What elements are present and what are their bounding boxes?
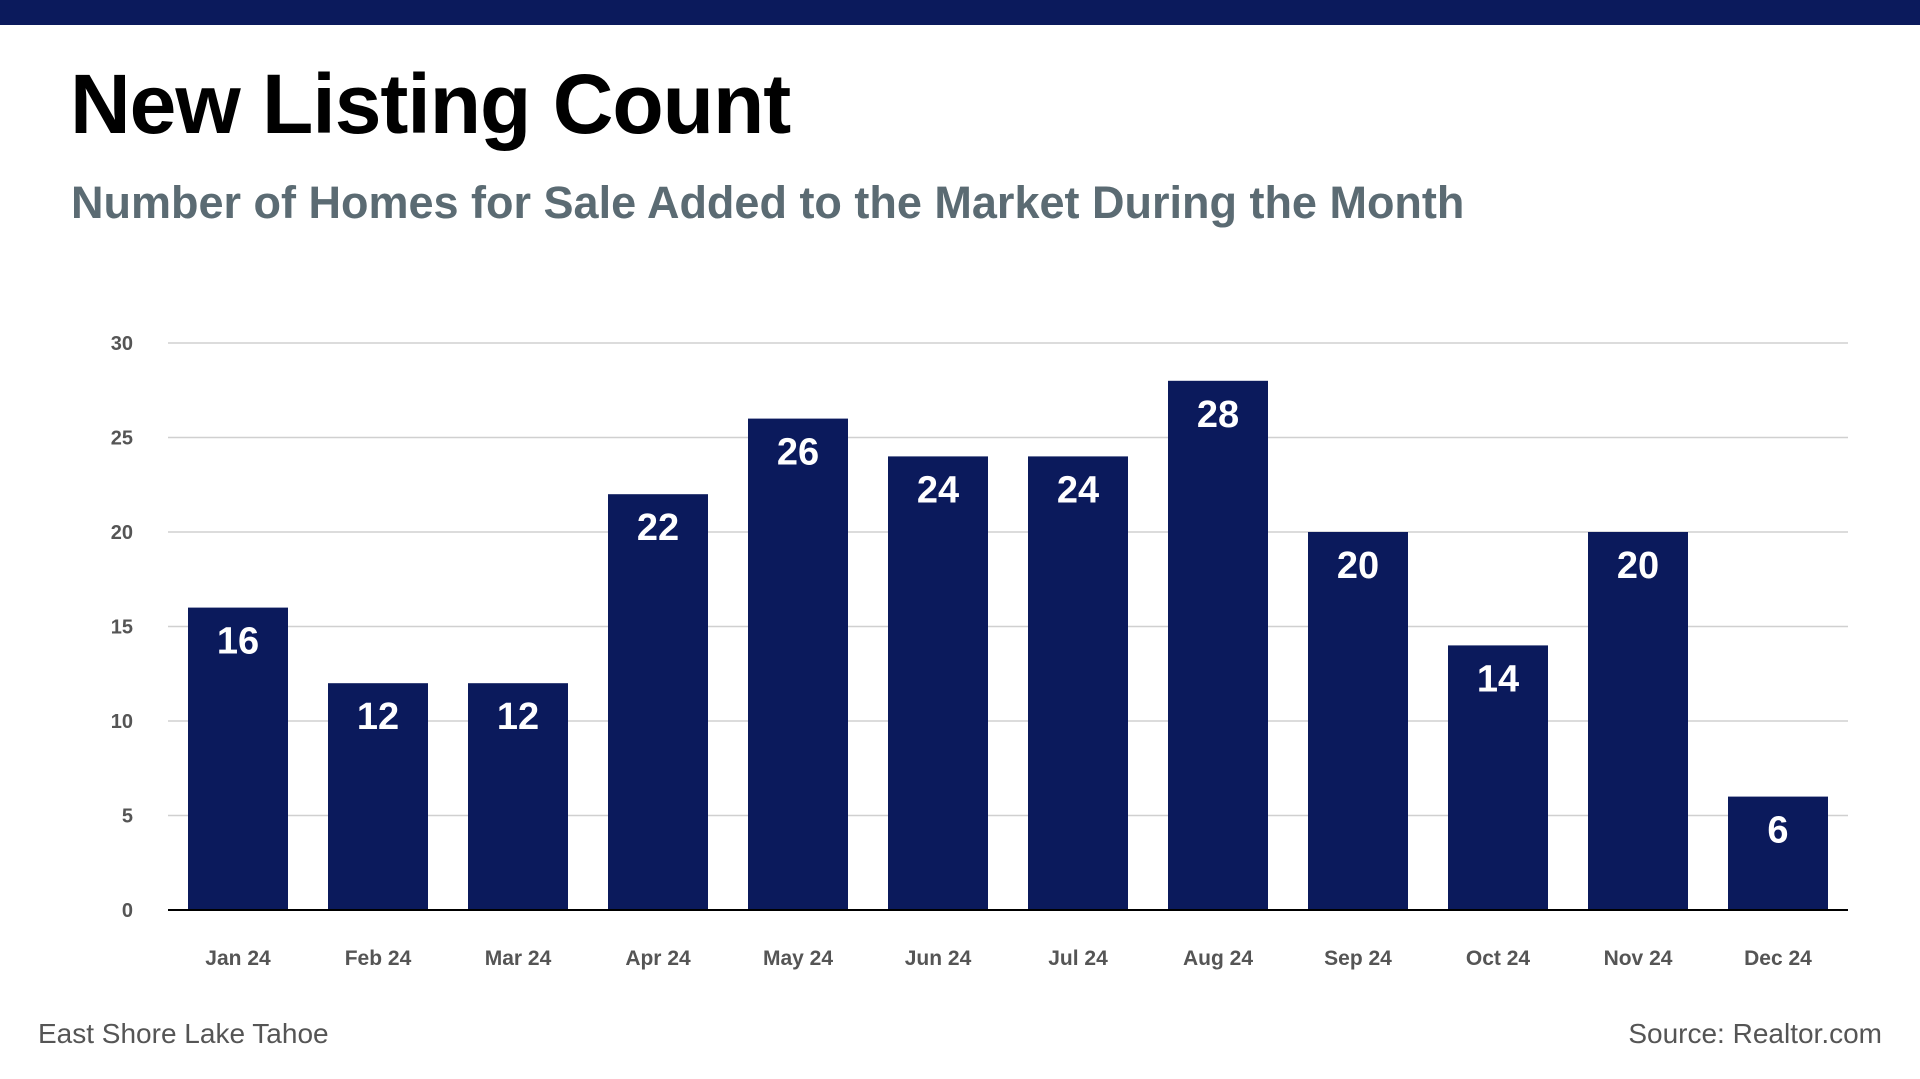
gridlines	[168, 342, 1848, 817]
data-label: 20	[1337, 545, 1379, 587]
x-tick-label: Sep 24	[1324, 947, 1392, 970]
data-label: 26	[777, 432, 819, 474]
footer-location: East Shore Lake Tahoe	[38, 1018, 329, 1049]
bar-nov-24	[1588, 532, 1688, 910]
y-tick-label: 5	[122, 806, 133, 828]
data-label: 24	[1057, 469, 1099, 511]
x-tick-label: Mar 24	[485, 947, 552, 970]
data-label: 22	[637, 507, 679, 549]
bar-mar-24	[468, 683, 568, 910]
y-tick-label: 15	[111, 617, 133, 639]
y-tick-label: 10	[111, 711, 133, 733]
bar-chart: 16 12 12 22 26 24 24 28 20 14 20 6 0 5 10 15 20 25 30 Jan …	[111, 333, 1848, 970]
x-tick-label: Aug 24	[1183, 947, 1253, 970]
data-label: 14	[1477, 658, 1519, 700]
axes: 0 5 10 15 20 25 30 Jan 24 Feb 24 Mar 24 Apr 24 May …	[111, 333, 1848, 970]
bar-jan-24	[188, 607, 288, 910]
data-label: 28	[1197, 394, 1239, 436]
x-tick-label: Apr 24	[625, 947, 691, 970]
x-tick-label: Nov 24	[1604, 947, 1673, 970]
bar-dec-24	[1728, 796, 1828, 910]
data-label: 6	[1767, 810, 1788, 852]
footer-source: Source: Realtor.com	[1628, 1018, 1882, 1049]
x-tick-label: Oct 24	[1466, 947, 1531, 970]
x-tick-label: Feb 24	[345, 947, 412, 970]
y-tick-label: 0	[122, 900, 133, 922]
bar-oct-24	[1448, 645, 1548, 910]
y-tick-label: 25	[111, 428, 133, 450]
bar-sep-24	[1308, 532, 1408, 910]
bar-jul-24	[1028, 456, 1128, 910]
page-subtitle: Number of Homes for Sale Added to the Ma…	[71, 177, 1465, 228]
bar-aug-24	[1168, 380, 1268, 910]
data-label: 12	[357, 696, 399, 738]
bar-jun-24	[888, 456, 988, 910]
x-tick-label: Dec 24	[1744, 947, 1812, 970]
data-label: 24	[917, 469, 959, 511]
bar-apr-24	[608, 494, 708, 910]
x-tick-label: Jan 24	[205, 947, 271, 970]
y-tick-label: 20	[111, 522, 133, 544]
top-accent-bar	[0, 0, 1920, 25]
bar-feb-24	[328, 683, 428, 910]
x-tick-label: May 24	[763, 947, 833, 970]
x-tick-label: Jun 24	[905, 947, 972, 970]
x-tick-label: Jul 24	[1048, 947, 1108, 970]
bars: 16 12 12 22 26 24 24 28 20 14 20 6	[188, 380, 1828, 910]
page-title: New Listing Count	[70, 57, 791, 151]
y-tick-label: 30	[111, 333, 133, 355]
data-label: 12	[497, 696, 539, 738]
data-label: 16	[217, 621, 259, 663]
data-label: 20	[1617, 545, 1659, 587]
bar-may-24	[748, 418, 848, 910]
